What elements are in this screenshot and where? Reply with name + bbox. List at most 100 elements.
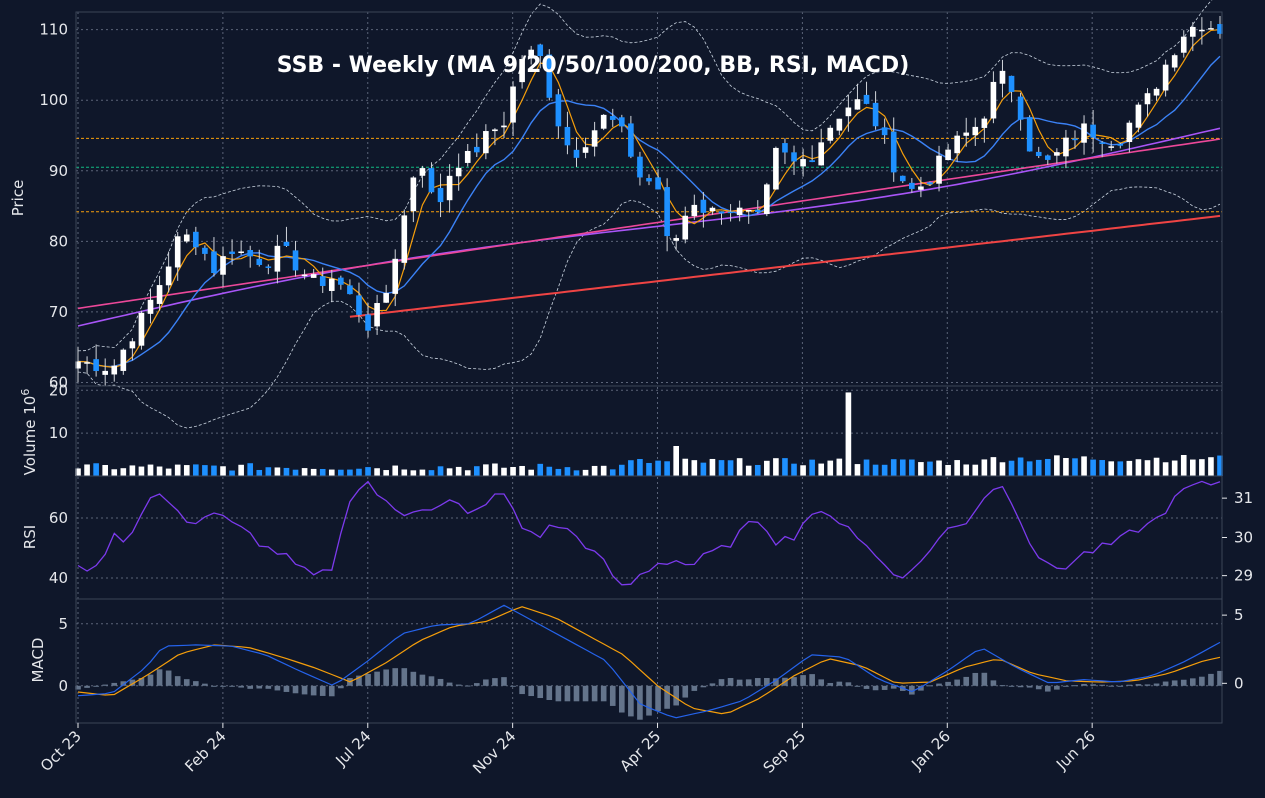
candle-body: [437, 187, 444, 203]
macd-histogram-bar: [945, 681, 951, 686]
macd-histogram-bar: [582, 685, 589, 702]
candle-body: [338, 277, 344, 285]
price-tick-label: 80: [49, 232, 68, 250]
candle-body: [573, 149, 580, 158]
candle-body: [428, 168, 435, 193]
candle-body: [700, 199, 707, 213]
macd-histogram-bar: [1180, 679, 1187, 686]
volume-bar: [682, 458, 689, 476]
candle-body: [1017, 96, 1024, 120]
macd-histogram-bar: [84, 685, 90, 688]
volume-bar: [718, 460, 725, 476]
macd-histogram-bar: [238, 685, 244, 688]
candle-body: [419, 168, 426, 176]
macd-histogram-bar: [301, 685, 308, 695]
candle-body: [754, 209, 761, 213]
volume-bar: [138, 466, 145, 476]
macd-histogram-bar: [963, 676, 970, 686]
volume-bar: [265, 467, 272, 476]
macd-histogram-bar: [93, 685, 99, 687]
candle-body: [347, 285, 353, 295]
volume-bar: [84, 464, 90, 476]
candle-body: [890, 131, 897, 173]
macd-histogram-bar: [202, 683, 208, 686]
candle-body: [510, 86, 516, 123]
macd-histogram-bar: [1026, 685, 1033, 688]
volume-bar: [1026, 461, 1033, 476]
volume-bar: [573, 470, 580, 476]
price-axis-label: Price: [9, 180, 27, 217]
candlesticks: [75, 16, 1223, 387]
candle-body: [927, 182, 933, 185]
candle-body: [147, 299, 154, 314]
macd-histogram-bar: [981, 672, 988, 686]
volume-bar: [936, 460, 942, 476]
volume-bar: [1090, 459, 1096, 476]
macd-histogram-bar: [673, 685, 680, 706]
macd-histogram-bar: [247, 685, 254, 689]
volume-bar: [646, 462, 652, 476]
macd-histogram-bar: [292, 685, 299, 694]
macd-histogram-bar: [709, 683, 716, 686]
volume-bar: [510, 466, 516, 476]
macd-histogram-bar: [183, 679, 190, 686]
macd-tick-label: 0: [58, 677, 68, 695]
volume-bar: [564, 467, 571, 476]
macd-histogram-bar: [791, 677, 797, 686]
macd-histogram-bar: [1044, 685, 1051, 692]
macd-histogram-bar: [628, 685, 634, 717]
macd-histogram-bar: [428, 676, 435, 686]
macd-histogram-bar: [193, 681, 199, 686]
volume-bar: [754, 464, 761, 476]
volume-bar: [736, 458, 743, 476]
volume-bar: [990, 457, 997, 476]
candle-body: [564, 126, 571, 146]
candle-body: [1189, 26, 1196, 37]
candle-body: [292, 250, 299, 271]
candle-body: [618, 117, 625, 127]
volume-bar: [555, 468, 562, 476]
candle-body: [501, 125, 507, 128]
candle-body: [202, 247, 208, 254]
macd-histogram-bar: [618, 685, 625, 713]
macd-histogram-bar: [129, 679, 136, 686]
volume-bar: [174, 464, 181, 476]
candle-body: [963, 132, 970, 136]
candle-body: [637, 156, 643, 178]
candle-body: [655, 177, 661, 190]
candle-body: [836, 118, 843, 131]
volume-bar: [374, 468, 380, 476]
macd-histogram-bar: [492, 678, 498, 686]
candle-body: [256, 258, 263, 265]
volume-bar: [1208, 457, 1214, 476]
macd-histogram-bar: [918, 685, 924, 691]
volume-tick-label: 20: [49, 381, 68, 399]
macd-histogram-bar: [419, 674, 426, 686]
candle-body: [193, 231, 199, 248]
rsi-line: [77, 480, 1221, 586]
volume-bar: [863, 459, 870, 476]
macd-histogram-bar: [256, 685, 263, 689]
volume-bar: [963, 464, 970, 476]
rsi-line: [77, 480, 1221, 586]
candle-body: [981, 118, 988, 128]
volume-bar: [455, 466, 462, 476]
macd-histogram-bar: [120, 681, 127, 686]
macd-histogram-bar: [365, 673, 371, 686]
macd-lines: [75, 604, 1223, 720]
candle-body: [800, 159, 806, 167]
volume-bar: [1099, 460, 1105, 476]
macd-histogram-bar: [537, 685, 544, 699]
candle-body: [736, 207, 743, 216]
panel-frame: [75, 598, 1223, 724]
candle-body: [582, 147, 589, 153]
candle-body: [1117, 143, 1124, 146]
macd-histogram-bar: [827, 682, 834, 686]
candle-body: [483, 131, 489, 154]
candle-body: [220, 256, 226, 275]
macd-histogram-bar: [410, 671, 417, 686]
macd-histogram-bar: [600, 685, 607, 702]
candle-body: [310, 274, 317, 278]
candle-body: [945, 149, 951, 161]
candle-body: [881, 127, 888, 136]
